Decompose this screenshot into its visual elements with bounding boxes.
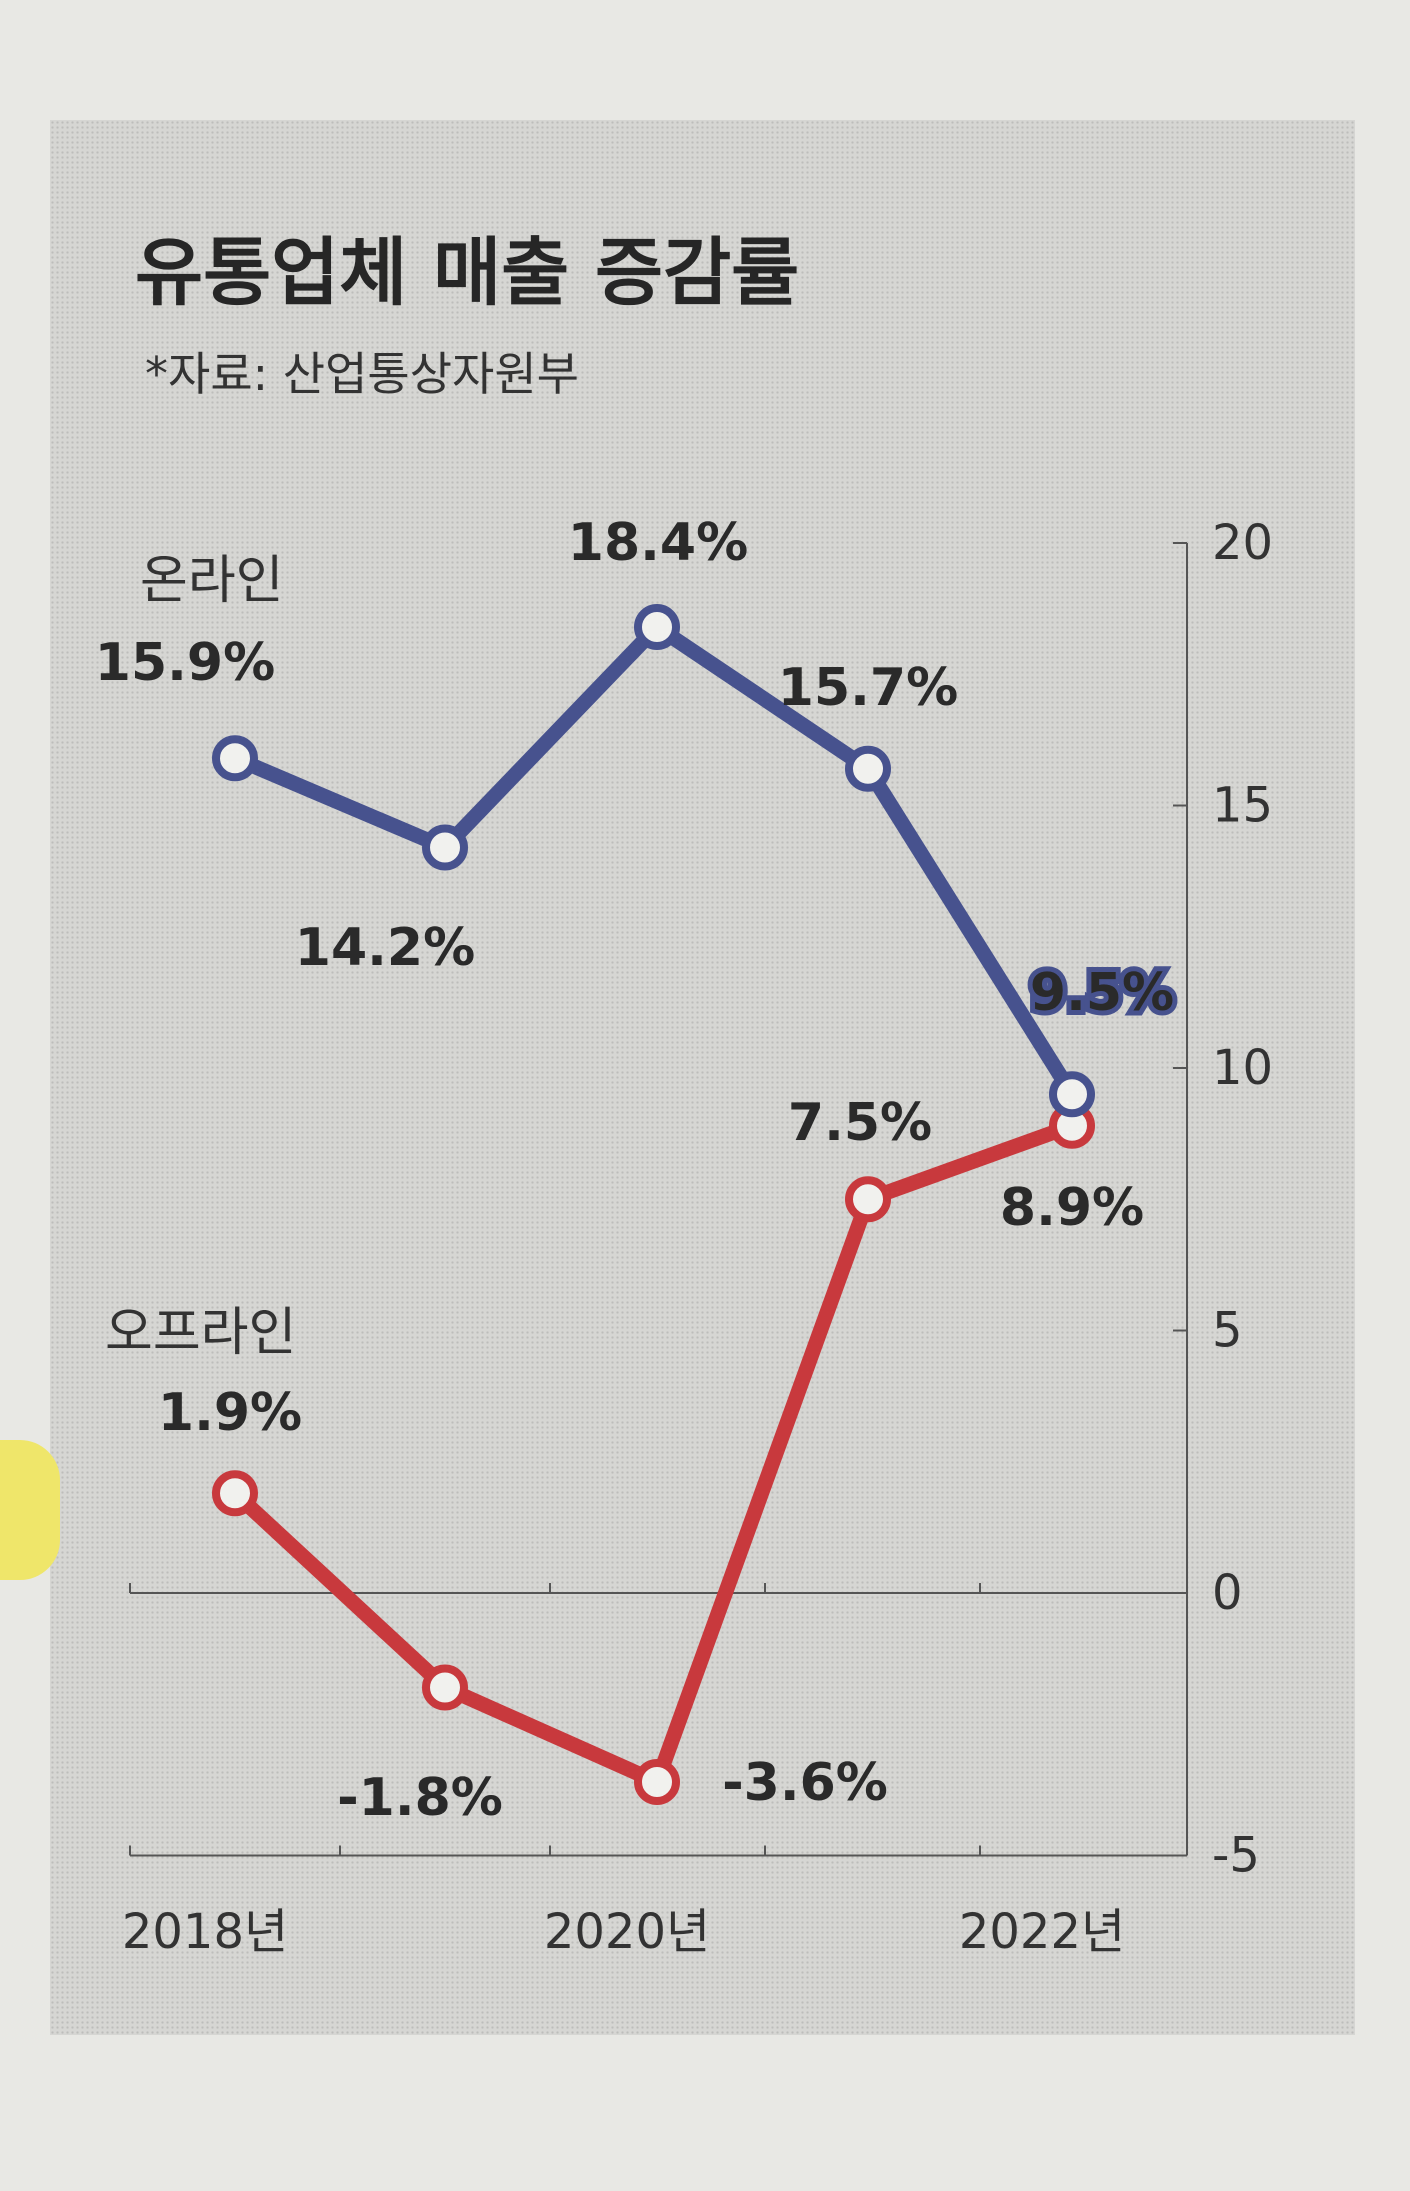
chart-source: *자료: 산업통상자원부 bbox=[145, 347, 579, 401]
data-labels: 15.9% 14.2% 18.4% 15.7% 9.5% 1.9% -1.8% -3.6% 7.… bbox=[95, 513, 1179, 1828]
y-tick-label: 5 bbox=[1212, 1303, 1243, 1359]
point-online bbox=[634, 604, 680, 650]
series-name-online: 온라인 bbox=[140, 551, 284, 611]
data-label-online-2022: 9.5% bbox=[1030, 963, 1174, 1023]
chart-title: 유통업체 매출 증감률 bbox=[135, 230, 799, 316]
data-label-offline-2018: 1.9% bbox=[158, 1383, 302, 1443]
y-tick-label: 15 bbox=[1212, 778, 1273, 834]
data-label-offline-2020: -3.6% bbox=[722, 1753, 888, 1813]
data-label-online-2018: 15.9% bbox=[95, 633, 275, 693]
data-label-offline-2021: 7.5% bbox=[788, 1093, 932, 1153]
data-label-online-2019: 14.2% bbox=[295, 918, 475, 978]
x-tick-label: 2022년 bbox=[959, 1904, 1125, 1960]
data-label-online-2020: 18.4% bbox=[568, 513, 748, 573]
point-online bbox=[845, 745, 891, 792]
point-online bbox=[1049, 1071, 1095, 1118]
yellow-paper-mark bbox=[0, 1440, 60, 1580]
point-offline bbox=[212, 1470, 258, 1517]
y-tick-label: 20 bbox=[1212, 515, 1273, 571]
y-tick-label: 0 bbox=[1212, 1565, 1243, 1621]
data-label-offline-2019: -1.8% bbox=[337, 1768, 503, 1828]
y-tick-label: 10 bbox=[1212, 1040, 1273, 1096]
data-points bbox=[212, 604, 1095, 1805]
chart-card bbox=[50, 120, 1355, 2035]
point-offline bbox=[634, 1759, 680, 1805]
axes: 20 15 10 5 0 -5 2018년 2020년 2022년 bbox=[122, 515, 1273, 1960]
x-tick-label: 2020년 bbox=[544, 1904, 710, 1960]
x-tick-label: 2018년 bbox=[122, 1904, 288, 1960]
point-offline bbox=[845, 1176, 891, 1223]
point-online bbox=[212, 735, 258, 782]
series-line-offline bbox=[227, 1118, 1080, 1790]
series-lines bbox=[227, 619, 1080, 1790]
series-name-offline: 오프라인 bbox=[105, 1303, 296, 1363]
data-label-offline-2022: 8.9% bbox=[1000, 1178, 1144, 1238]
point-online bbox=[422, 824, 468, 871]
data-label-online-2021: 15.7% bbox=[778, 658, 958, 718]
y-tick-label: -5 bbox=[1212, 1828, 1260, 1884]
point-offline bbox=[422, 1664, 468, 1711]
